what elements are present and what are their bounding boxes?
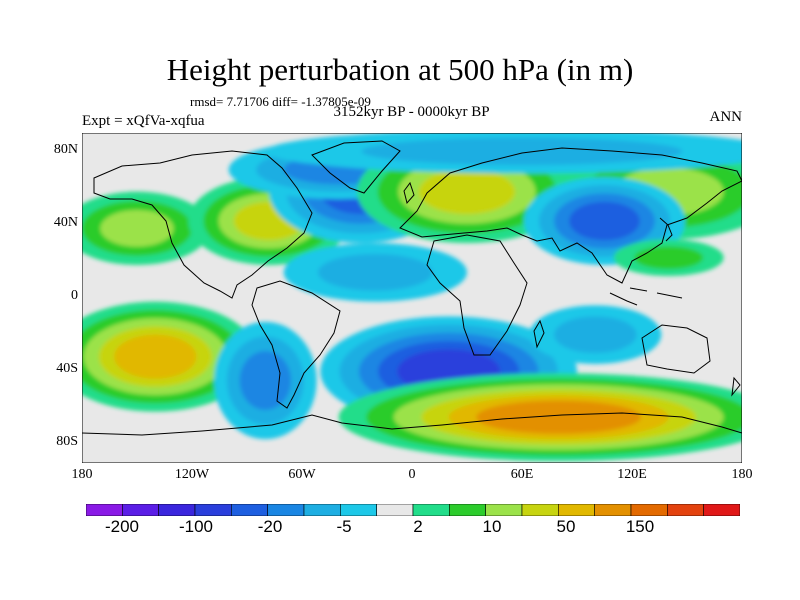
lat-label-40n: 40N (53, 215, 78, 230)
colorbar-swatch-15 (594, 504, 632, 516)
colorbar-swatch-6 (267, 504, 305, 516)
contour-10-level-5 (114, 334, 197, 379)
period-label: 3152kyr BP - 0000kyr BP (333, 104, 490, 120)
contour-1-level-3 (100, 210, 174, 247)
contour-7-level-4 (569, 201, 640, 241)
contour-8-level-2 (361, 137, 683, 166)
colorbar-swatch-16 (630, 504, 668, 516)
colorbar-label-10: 10 (482, 517, 502, 536)
colorbar-swatch-12 (485, 504, 523, 516)
world-map (82, 133, 742, 463)
coastline-new-zealand (731, 376, 741, 397)
colorbar-swatch-11 (449, 504, 486, 516)
colorbar-swatch-5 (231, 504, 268, 516)
colorbar-swatch-4 (194, 504, 232, 516)
colorbar-swatch-17 (667, 504, 704, 516)
contour-5-level-4 (418, 169, 516, 215)
experiment-label: Expt = xQfVa-xqfua (82, 113, 205, 129)
colorbar-label-minus-100: -100 (178, 517, 214, 536)
lat-label-80n: 80N (53, 142, 78, 157)
lon-label-60w: 60W (288, 467, 316, 482)
coastline-japan (659, 217, 673, 242)
colorbar-label-minus-20: -20 (257, 517, 283, 536)
lon-label-120w: 120W (174, 467, 210, 482)
colorbar-swatch-14 (558, 504, 595, 516)
colorbar-label-150: 150 (625, 517, 655, 536)
coastline-uk (403, 181, 415, 205)
colorbar (86, 504, 740, 516)
coastline-south-america (251, 280, 341, 409)
lon-label-60e: 60E (510, 467, 534, 482)
colorbar-swatch-10 (412, 504, 450, 516)
lon-label-120e: 120E (617, 467, 647, 482)
coastline-eurasia (399, 147, 742, 284)
colorbar-swatch-2 (122, 504, 159, 516)
lat-label-0: 0 (71, 288, 78, 303)
coastline-australia (641, 324, 711, 374)
lon-label-180e: 180 (731, 467, 753, 482)
coastlines (82, 140, 742, 436)
colorbar-label-minus-5: -5 (336, 517, 352, 536)
coastline-greenland (311, 140, 401, 194)
coastline-indonesia (609, 287, 683, 306)
colorbar-swatch-1 (86, 504, 123, 516)
colorbar-swatch-13 (521, 504, 559, 516)
coastline-madagascar (533, 319, 545, 349)
plot-title: Height perturbation at 500 hPa (in m) (166, 52, 634, 87)
lon-label-180w: 180 (71, 467, 93, 482)
season-label: ANN (709, 109, 743, 125)
contour-14-level-2 (554, 316, 637, 353)
colorbar-swatch-3 (158, 504, 196, 516)
colorbar-label-minus-200: -200 (104, 517, 140, 536)
contour-9-level-2 (318, 254, 433, 291)
lat-label-40s: 40S (56, 361, 78, 376)
lon-label-0: 0 (408, 467, 416, 482)
colorbar-swatch-9 (376, 504, 414, 516)
coastline-antarctica (82, 412, 742, 436)
colorbar-swatch-7 (303, 504, 341, 516)
contour-11-level-3 (239, 351, 291, 410)
stats-line: rmsd= 7.71706 diff= -1.37805e-09 (190, 94, 371, 109)
contour-fills (82, 133, 742, 462)
contour-13-level-6 (476, 400, 642, 434)
colorbar-label-2: 2 (413, 517, 423, 536)
coastline-africa (426, 234, 528, 356)
lat-label-80s: 80S (56, 434, 78, 449)
contour-15-level-2 (634, 246, 704, 270)
colorbar-swatch-18 (703, 504, 740, 516)
colorbar-label-50: 50 (556, 517, 576, 536)
coastline-north-america (93, 150, 313, 299)
colorbar-swatch-8 (340, 504, 377, 516)
